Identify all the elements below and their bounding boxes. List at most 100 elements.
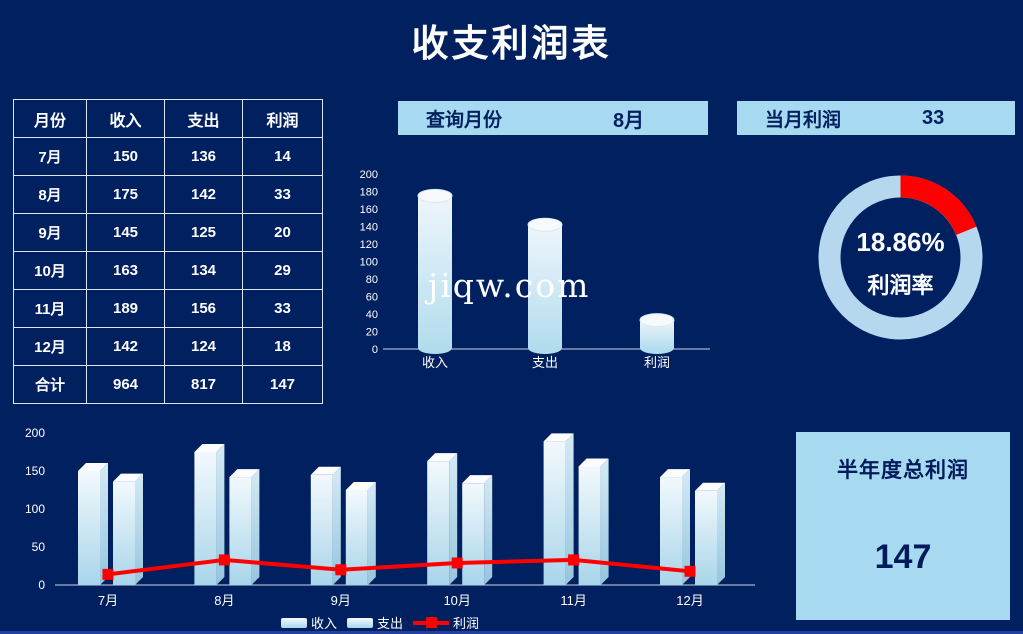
legend-label: 支出 — [376, 616, 403, 631]
table-cell: 9月 — [14, 214, 87, 252]
y-tick: 50 — [32, 540, 46, 554]
y-tick: 160 — [360, 204, 378, 216]
y-tick: 180 — [360, 187, 378, 199]
table-cell: 33 — [243, 290, 323, 328]
table-header-cell: 支出 — [165, 100, 243, 138]
profit-rate-donut: 18.86% 利润率 — [818, 175, 983, 340]
line-marker — [684, 565, 696, 577]
window-bottom-edge — [0, 631, 1023, 634]
bar — [427, 461, 450, 585]
legend-label: 收入 — [310, 616, 337, 631]
table-cell: 11月 — [14, 290, 87, 328]
query-month-value[interactable]: 8月 — [613, 109, 645, 132]
table-cell: 136 — [165, 138, 243, 176]
bar-side-face — [565, 433, 574, 585]
bar-side-face — [100, 463, 108, 585]
page-title: 收支利润表 — [411, 23, 612, 64]
bar-side-face — [367, 482, 376, 585]
query-month-panel: 查询月份 8月 — [398, 101, 708, 135]
bar-top-face — [78, 463, 108, 471]
y-tick: 200 — [25, 426, 45, 440]
donut-center-label: 利润率 — [867, 273, 933, 298]
bar — [310, 474, 333, 585]
bar — [660, 477, 682, 585]
table-cell: 175 — [87, 176, 165, 214]
table-cell: 18 — [243, 328, 323, 366]
bar — [78, 471, 100, 585]
y-tick: 80 — [366, 274, 378, 286]
bar-side-face — [717, 482, 725, 585]
bar — [578, 466, 601, 585]
current-profit-label: 当月利润 — [765, 109, 842, 131]
bar — [418, 195, 452, 349]
bar-top-face — [310, 466, 341, 475]
x-tick: 7月 — [98, 593, 118, 608]
legend-item: 收入 — [280, 613, 347, 632]
bar-side-face — [682, 469, 690, 585]
bar-side-face — [600, 458, 609, 585]
bar-top-face — [345, 482, 376, 490]
legend-item: 支出 — [346, 613, 413, 632]
bar-top-face — [578, 458, 609, 467]
x-tick: 9月 — [331, 593, 351, 608]
table-cell: 817 — [165, 366, 243, 404]
bar-side-face — [251, 469, 260, 585]
table-cell: 142 — [87, 328, 165, 366]
cylinder-top — [639, 313, 675, 328]
line-marker — [218, 554, 230, 566]
bar-top-face — [229, 469, 260, 478]
bar-side-face — [216, 444, 225, 585]
bar-side-face — [332, 466, 341, 585]
table-header-cell: 利润 — [243, 100, 323, 138]
y-tick: 100 — [360, 257, 378, 269]
month-detail-chart: 0 20 40 60 80 100 120 140 160 180 200 收入 支出 利润 — [360, 169, 710, 370]
watermark: jiqw.com — [428, 266, 591, 305]
bar-side-face — [484, 475, 493, 585]
table-cell: 8月 — [14, 176, 87, 214]
bar-top-face — [113, 473, 143, 482]
bar — [229, 477, 252, 585]
bar — [194, 452, 217, 585]
cylinder-top — [527, 217, 563, 232]
legend-label: 利润 — [453, 616, 480, 631]
y-tick: 0 — [372, 344, 378, 356]
table-header-cell: 收入 — [87, 100, 165, 138]
table-cell: 189 — [87, 290, 165, 328]
y-tick: 20 — [366, 327, 378, 339]
table-cell: 964 — [87, 366, 165, 404]
bar — [345, 490, 368, 585]
current-profit-panel: 当月利润 33 — [737, 101, 1015, 135]
y-tick: 150 — [25, 464, 45, 478]
profit-line — [107, 557, 691, 577]
y-tick: 0 — [38, 578, 45, 592]
table-cell: 125 — [165, 214, 243, 252]
table-cell: 20 — [243, 214, 323, 252]
legend-bar-icon — [346, 617, 373, 628]
y-tick: 40 — [366, 309, 378, 321]
table-cell: 29 — [243, 252, 323, 290]
summary-panel: 半年度总利润 147 — [796, 432, 1010, 620]
legend-bar-icon — [280, 617, 307, 628]
table-header-cell: 月份 — [14, 100, 87, 138]
donut-center-percent: 18.86% — [856, 227, 944, 257]
line-marker — [568, 554, 580, 566]
table-cell: 142 — [165, 176, 243, 214]
x-tick: 收入 — [422, 355, 448, 370]
table-cell: 163 — [87, 252, 165, 290]
bar — [695, 490, 717, 585]
summary-value: 147 — [874, 538, 932, 576]
line-marker — [102, 568, 114, 580]
legend-line-icon — [413, 616, 449, 628]
table-cell: 147 — [243, 366, 323, 404]
line-marker — [335, 564, 347, 576]
table-cell: 150 — [87, 138, 165, 176]
table-cell: 33 — [243, 176, 323, 214]
summary-title: 半年度总利润 — [837, 459, 969, 482]
y-tick: 140 — [360, 222, 378, 234]
y-tick: 120 — [360, 239, 378, 251]
income-expense-table: 月份 收入 支出 利润 7月 150 136 14 8月 175 142 33 … — [13, 99, 323, 404]
y-tick: 100 — [25, 502, 45, 516]
cylinder-top — [417, 188, 453, 203]
bar-top-face — [427, 453, 458, 462]
